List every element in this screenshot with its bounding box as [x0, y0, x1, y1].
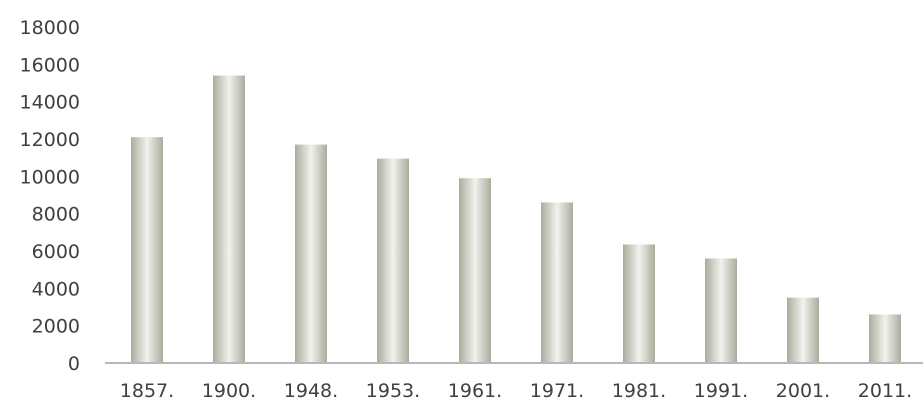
- bar: [623, 244, 655, 363]
- bar: [541, 202, 573, 363]
- x-tick-label: 2001.: [776, 380, 830, 402]
- y-tick-label: 2000: [32, 316, 80, 338]
- x-tick-label: 1900.: [202, 380, 256, 402]
- bar: [295, 144, 327, 363]
- bar: [787, 297, 819, 363]
- x-axis-tick-labels: 1857. 1900. 1948. 1953. 1961. 1971. 1981. 1991.…: [120, 380, 912, 402]
- y-tick-label: 0: [68, 353, 80, 375]
- x-tick-label: 1981.: [612, 380, 666, 402]
- x-tick-label: 1991.: [694, 380, 748, 402]
- y-axis-tick-labels: 0 2000 4000 6000 8000 10000 12000 14000 16000 180…: [20, 17, 80, 375]
- bar: [377, 158, 409, 363]
- bar: [213, 75, 245, 364]
- y-tick-label: 16000: [20, 54, 80, 76]
- bar: [705, 258, 737, 363]
- bar: [459, 178, 491, 363]
- bar: [869, 314, 901, 363]
- x-tick-label: 1971.: [530, 380, 584, 402]
- y-tick-label: 12000: [20, 129, 80, 151]
- y-tick-label: 18000: [20, 17, 80, 39]
- x-tick-label: 1953.: [366, 380, 420, 402]
- y-tick-label: 8000: [32, 204, 80, 226]
- x-tick-label: 2011.: [858, 380, 912, 402]
- y-tick-label: 6000: [32, 241, 80, 263]
- y-tick-label: 10000: [20, 166, 80, 188]
- x-tick-label: 1857.: [120, 380, 174, 402]
- y-tick-label: 4000: [32, 278, 80, 300]
- x-tick-label: 1948.: [284, 380, 338, 402]
- bar: [131, 137, 163, 363]
- x-tick-label: 1961.: [448, 380, 502, 402]
- y-tick-label: 14000: [20, 92, 80, 114]
- bars: [131, 75, 901, 364]
